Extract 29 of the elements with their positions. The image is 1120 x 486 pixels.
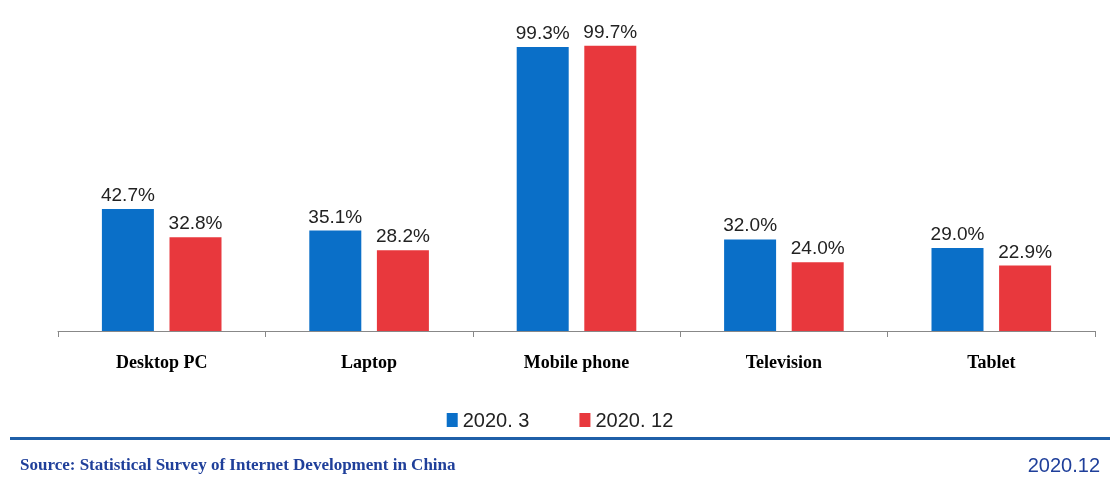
- bar: [169, 237, 222, 331]
- bar: [101, 208, 154, 331]
- source-note: Source: Statistical Survey of Internet Development in China: [20, 455, 457, 474]
- legend-label: 2020. 3: [462, 409, 530, 431]
- x-tick-label: Tablet: [967, 352, 1016, 372]
- legend-label: 2020. 12: [595, 409, 674, 431]
- bar: [999, 265, 1052, 331]
- x-tick-label: Television: [745, 352, 823, 372]
- data-label: 29.0%: [930, 223, 985, 245]
- data-label: 22.9%: [998, 240, 1053, 262]
- x-tick-label: Desktop PC: [115, 352, 208, 372]
- bar: [584, 45, 637, 331]
- data-label: 24.0%: [790, 237, 845, 259]
- data-label: 32.8%: [168, 212, 223, 234]
- x-tick-label: Laptop: [341, 352, 398, 372]
- bar: [791, 262, 844, 331]
- data-label: 42.7%: [100, 183, 155, 205]
- data-label: 32.0%: [723, 214, 778, 236]
- data-label: 99.3%: [515, 22, 570, 43]
- bar: [724, 239, 777, 331]
- text: 2020.12: [1027, 454, 1100, 476]
- x-tick-label: Mobile phone: [523, 352, 630, 372]
- bar: [309, 230, 362, 331]
- bar: [931, 248, 984, 331]
- bar: [516, 47, 569, 331]
- bar: [376, 250, 429, 331]
- data-label: 99.7%: [583, 20, 638, 42]
- data-label: 35.1%: [308, 205, 363, 227]
- data-label: 28.2%: [375, 225, 430, 247]
